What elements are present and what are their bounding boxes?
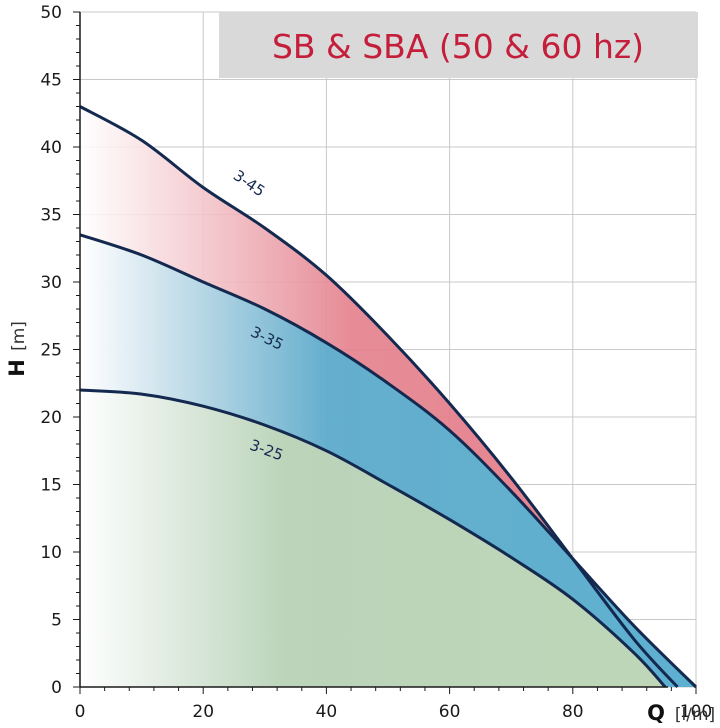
x-tick-label-40: 40 — [316, 702, 338, 722]
y-axis-unit: [m] — [9, 321, 29, 351]
y-tick-label-50: 50 — [40, 3, 62, 23]
axes: 0 5 10 15 20 25 30 35 40 45 50 0 20 40 60 80 100 — [40, 3, 712, 722]
line-3-35 — [79, 233, 698, 689]
curve-lines — [79, 105, 698, 689]
y-axis-label: H — [5, 359, 29, 377]
curve-areas — [80, 106, 696, 688]
x-tick-label-0: 0 — [75, 702, 86, 722]
y-tick-label-25: 25 — [40, 341, 62, 361]
x-tick-label-20: 20 — [192, 702, 214, 722]
x-axis-label: Q — [647, 701, 665, 725]
y-tick-label-45: 45 — [40, 71, 62, 91]
x-tick-label-60: 60 — [439, 702, 461, 722]
chart-title: SB & SBA (50 & 60 hz) — [272, 27, 644, 66]
line-3-45 — [79, 105, 679, 689]
y-tick-label-5: 5 — [51, 611, 62, 631]
area-3-25 — [80, 390, 666, 687]
y-tick-label-0: 0 — [51, 678, 62, 698]
x-tick-label-80: 80 — [562, 702, 584, 722]
y-tick-label-15: 15 — [40, 476, 62, 496]
title-background — [219, 12, 698, 78]
y-tick-label-40: 40 — [40, 138, 62, 158]
y-tick-label-35: 35 — [40, 206, 62, 226]
x-tick-label-100: 100 — [680, 702, 712, 722]
y-tick-label-20: 20 — [40, 408, 62, 428]
line-3-25 — [79, 388, 667, 689]
y-tick-label-30: 30 — [40, 273, 62, 293]
x-axis-unit: [l/m] — [675, 705, 715, 725]
curve-label-3-45: 3-45 — [230, 166, 268, 200]
y-tick-label-10: 10 — [40, 543, 62, 563]
